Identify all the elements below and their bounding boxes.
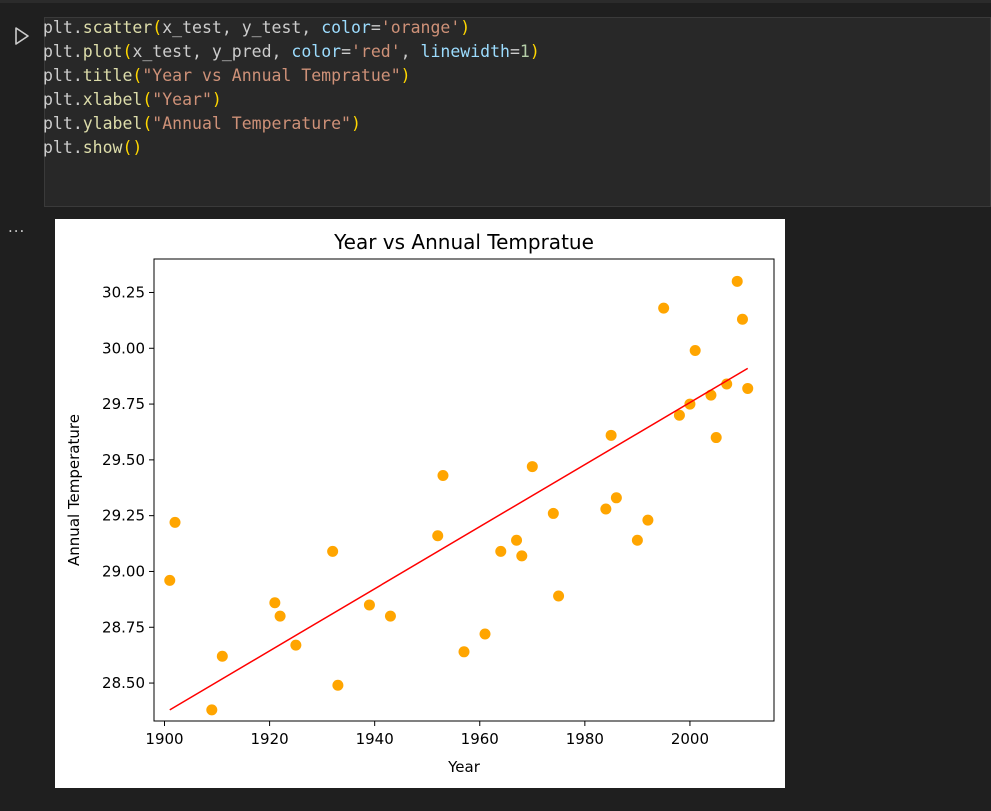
scatter-point — [327, 545, 339, 557]
y-tick-label: 30.00 — [102, 339, 145, 357]
code-line-4: plt.xlabel("Year") — [43, 90, 222, 109]
chart-output: Year vs Annual Tempratue 1900 1920 1940 196… — [55, 219, 785, 788]
code-line-3: plt.title("Year vs Annual Tempratue") — [43, 66, 411, 85]
plot-area — [153, 258, 775, 722]
x-axis: 1900 1920 1940 1960 1980 2000 — [145, 721, 709, 748]
play-triangle-icon — [15, 27, 29, 45]
top-border — [0, 0, 991, 3]
output-menu-button[interactable]: ... — [8, 218, 26, 236]
x-tick-label: 1940 — [356, 730, 394, 748]
y-axis: 28.50 28.75 29.00 29.25 29.50 29.75 30.00 30.25 — [102, 283, 154, 692]
scatter-point — [721, 378, 733, 390]
scatter-point — [710, 432, 722, 444]
scatter-point — [673, 409, 685, 421]
code-block[interactable]: plt.scatter(x_test, y_test, color='orang… — [43, 16, 540, 160]
scatter-point — [274, 610, 286, 622]
scatter-point — [605, 429, 617, 441]
scatter-point — [269, 597, 281, 609]
code-line-5: plt.ylabel("Annual Temperature") — [43, 114, 361, 133]
scatter-point — [169, 516, 181, 528]
y-tick-label: 29.00 — [102, 562, 145, 580]
code-cell-editor[interactable] — [44, 17, 991, 207]
run-cell-button[interactable] — [12, 26, 32, 46]
scatter-point — [731, 275, 743, 287]
x-tick-label: 1900 — [145, 730, 183, 748]
scatter-point — [290, 639, 302, 651]
scatter-point — [458, 646, 470, 658]
x-tick-label: 1920 — [250, 730, 288, 748]
scatter-point — [705, 389, 717, 401]
code-line-1: plt.scatter(x_test, y_test, color='orang… — [43, 18, 471, 37]
scatter-point — [610, 492, 622, 504]
y-tick-label: 30.25 — [102, 283, 145, 301]
scatter-point — [736, 313, 748, 325]
scatter-point — [206, 704, 218, 716]
scatter-point — [216, 650, 228, 662]
x-axis-label: Year — [447, 758, 481, 776]
scatter-point — [437, 469, 449, 481]
y-tick-label: 28.50 — [102, 674, 145, 692]
scatter-point — [642, 514, 654, 526]
code-line-6: plt.show() — [43, 138, 143, 157]
y-tick-label: 28.75 — [102, 618, 145, 636]
scatter-point — [600, 503, 612, 515]
y-tick-label: 29.50 — [102, 451, 145, 469]
scatter-point — [689, 345, 701, 357]
scatter-point — [658, 302, 670, 314]
scatter-point — [363, 599, 375, 611]
scatter-point — [164, 574, 176, 586]
chart-marks — [164, 275, 754, 716]
x-tick-label: 1960 — [461, 730, 499, 748]
x-tick-label: 2000 — [671, 730, 709, 748]
scatter-point — [332, 679, 344, 691]
chart-title: Year vs Annual Tempratue — [333, 230, 594, 254]
scatter-point — [516, 550, 528, 562]
y-tick-label: 29.75 — [102, 395, 145, 413]
y-tick-label: 29.25 — [102, 507, 145, 525]
scatter-point — [553, 590, 565, 602]
scatter-point — [432, 530, 444, 542]
x-tick-label: 1980 — [566, 730, 604, 748]
scatter-point — [511, 534, 523, 546]
scatter-point — [631, 534, 643, 546]
scatter-point — [526, 461, 538, 473]
y-axis-label: Annual Temperature — [65, 414, 83, 566]
scatter-point — [742, 382, 754, 394]
scatter-point — [547, 507, 559, 519]
scatter-point — [479, 628, 491, 640]
code-line-2: plt.plot(x_test, y_pred, color='red', li… — [43, 42, 540, 61]
scatter-point — [384, 610, 396, 622]
scatter-point — [495, 545, 507, 557]
scatter-chart: Year vs Annual Tempratue 1900 1920 1940 196… — [65, 230, 775, 776]
regression-line — [169, 367, 749, 711]
